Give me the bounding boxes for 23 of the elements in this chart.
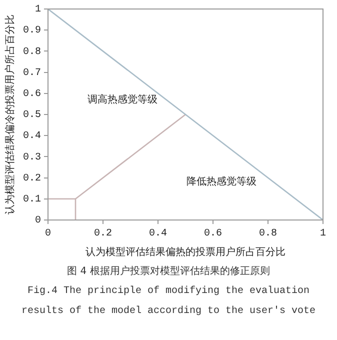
y-tick-label: 1 [34, 4, 42, 16]
caption: 图 4 根据用户投票对模型评估结果的修正原则 [66, 264, 271, 279]
x-axis-title: 认为模型评估结果偏热的投票用户所占百分比 [86, 246, 286, 258]
y-tick-label: 0.6 [22, 89, 42, 100]
y-tick-label: 0.3 [22, 152, 42, 164]
x-tick-label: 0.8 [258, 228, 278, 240]
annotation: 调高热感觉等级 [87, 93, 158, 106]
y-tick-label: 0.1 [22, 194, 42, 206]
y-tick-label: 0.5 [22, 110, 42, 122]
y-tick-label: 0.8 [22, 46, 42, 58]
annotation: 降低热感觉等级 [186, 176, 256, 188]
y-tick-label: 0.7 [22, 68, 42, 79]
x-tick-label: 0.2 [94, 228, 112, 240]
y-axis-title: 认为模型评估结果偏冷的投票用户所占百分比 [4, 14, 16, 214]
caption: Fig.4 The principle of modifying the evaluation results of the model according to the user's vote [20, 284, 317, 319]
x-tick-label: 0 [44, 228, 52, 240]
y-tick-label: 0.2 [22, 173, 42, 184]
y-tick-label: 0 [34, 216, 42, 227]
y-tick-label: 0.4 [22, 131, 42, 142]
x-tick-label: 1 [320, 228, 326, 240]
x-tick-label: 0.6 [204, 228, 222, 240]
x-tick-label: 0.4 [148, 228, 168, 240]
y-tick-label: 0.9 [22, 26, 42, 37]
